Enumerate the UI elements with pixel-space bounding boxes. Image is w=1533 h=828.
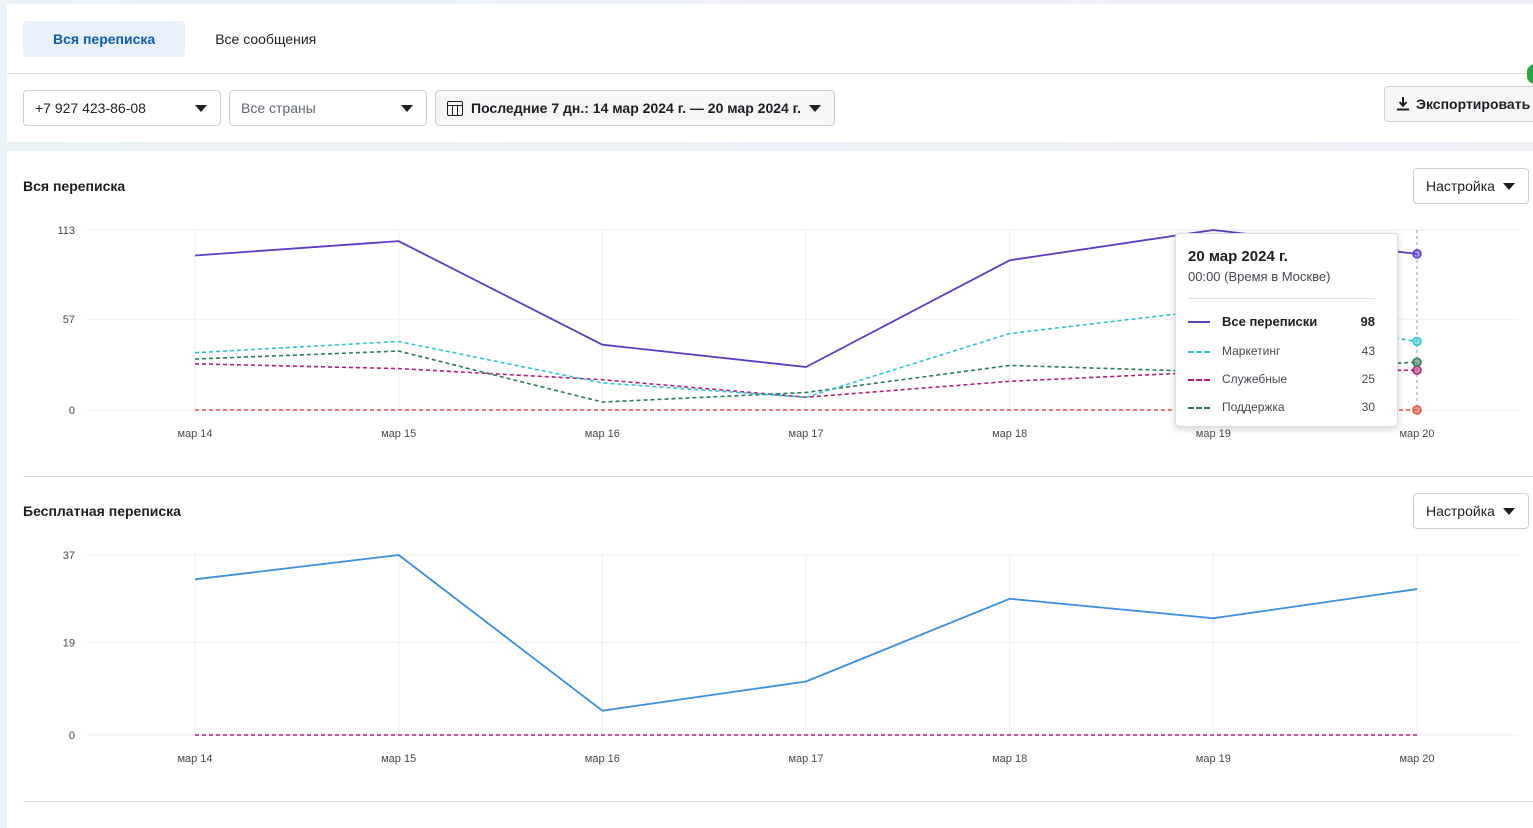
- download-icon: [1397, 97, 1409, 111]
- tooltip-label: Поддержка: [1222, 400, 1285, 414]
- x-tick-label: мар 19: [1196, 753, 1231, 765]
- export-label: Экспортировать: [1416, 96, 1531, 112]
- country-value: Все страны: [241, 100, 316, 116]
- x-tick-label: мар 16: [585, 753, 620, 765]
- hover-point: [1412, 249, 1422, 259]
- tab-all-conversations[interactable]: Вся переписка: [23, 21, 186, 57]
- chart-all-conversations: 0 57 113 мар 14 мар 15 мар 16 мар 17 мар 18 мар …: [57, 225, 1519, 440]
- tooltip-time: 00:00 (Время в Москве): [1188, 269, 1331, 284]
- x-tick-label: мар 20: [1399, 753, 1434, 765]
- tooltip-row-all: Все переписки 98: [1188, 313, 1375, 331]
- y-tick-label: 0: [69, 730, 75, 742]
- hover-point: [1412, 357, 1422, 367]
- y-tick-label: 37: [63, 550, 75, 562]
- x-tick-label: мар 18: [992, 753, 1027, 765]
- y-tick-label: 0: [69, 405, 75, 417]
- chevron-down-icon: [809, 105, 821, 112]
- x-tick-label: мар 18: [992, 428, 1027, 440]
- settings-button-free[interactable]: Настройка: [1413, 493, 1529, 529]
- x-tick-label: мар 16: [585, 428, 620, 440]
- series-line: [194, 363, 1418, 399]
- hover-point: [1412, 365, 1422, 375]
- y-tick-label: 57: [63, 314, 75, 326]
- tooltip-label: Все переписки: [1222, 314, 1318, 329]
- x-tick-label: мар 14: [177, 428, 212, 440]
- tooltip-divider: [1188, 298, 1375, 299]
- chevron-down-icon: [1503, 183, 1515, 190]
- status-indicator: [1527, 64, 1533, 84]
- phone-number-select[interactable]: +7 927 423-86-08: [23, 90, 221, 126]
- legend-swatch: [1188, 351, 1210, 353]
- series-line: [194, 350, 1418, 403]
- tooltip-value: 98: [1360, 314, 1375, 329]
- chevron-down-icon: [1503, 508, 1515, 515]
- date-range-select[interactable]: Последние 7 дн.: 14 мар 2024 г. — 20 мар…: [435, 90, 835, 126]
- export-button[interactable]: Экспортировать: [1384, 86, 1533, 122]
- chart-title-free: Бесплатная переписка: [23, 503, 181, 519]
- legend-swatch: [1188, 321, 1210, 323]
- tab-all-messages[interactable]: Все сообщения: [215, 31, 317, 47]
- legend-swatch: [1188, 407, 1210, 409]
- calendar-icon: [447, 101, 463, 116]
- y-tick-label: 19: [63, 638, 75, 650]
- tabs-divider: [7, 73, 1533, 74]
- tooltip-label: Служебные: [1222, 372, 1288, 386]
- tooltip-row-marketing: Маркетинг 43: [1188, 343, 1375, 361]
- filters-card: Вся переписка Все сообщения +7 927 423-8…: [7, 4, 1533, 142]
- tooltip-row-service: Служебные 25: [1188, 371, 1375, 389]
- tooltip-label: Маркетинг: [1222, 344, 1281, 358]
- x-tick-label: мар 15: [381, 753, 416, 765]
- section-divider: [23, 476, 1533, 477]
- x-tick-label: мар 17: [788, 753, 823, 765]
- series-line: [194, 229, 1418, 368]
- date-range-value: Последние 7 дн.: 14 мар 2024 г. — 20 мар…: [471, 100, 802, 116]
- settings-button-all[interactable]: Настройка: [1413, 168, 1529, 204]
- tooltip-row-support: Поддержка 30: [1188, 399, 1375, 417]
- section-divider: [23, 801, 1533, 802]
- x-tick-label: мар 15: [381, 428, 416, 440]
- x-tick-label: мар 19: [1196, 428, 1231, 440]
- tab-bar: Вся переписка Все сообщения: [23, 21, 346, 57]
- legend-swatch: [1188, 379, 1210, 381]
- tooltip-value: 30: [1361, 400, 1375, 414]
- y-tick-label: 113: [57, 225, 75, 237]
- tooltip-value: 43: [1361, 344, 1375, 358]
- phone-number-value: +7 927 423-86-08: [35, 100, 146, 116]
- series-line: [194, 554, 1418, 712]
- hover-point: [1412, 336, 1422, 347]
- chart-free-conversations: 0 19 37 мар 14 мар 15 мар 16 мар 17 мар 18 мар 1…: [63, 550, 1519, 765]
- chevron-down-icon: [401, 105, 413, 112]
- chart-title-all: Вся переписка: [23, 178, 126, 194]
- tooltip-value: 25: [1361, 372, 1375, 386]
- series-line: [194, 308, 1418, 399]
- tooltip-date: 20 мар 2024 г.: [1188, 248, 1288, 265]
- x-tick-label: мар 20: [1399, 428, 1434, 440]
- chart-tooltip: 20 мар 2024 г. 00:00 (Время в Москве) Вс…: [1175, 233, 1398, 427]
- country-select[interactable]: Все страны: [229, 90, 427, 126]
- hover-point: [1412, 405, 1422, 415]
- x-tick-label: мар 14: [177, 753, 212, 765]
- settings-label: Настройка: [1426, 178, 1495, 194]
- settings-label: Настройка: [1426, 503, 1495, 519]
- chevron-down-icon: [195, 105, 207, 112]
- x-tick-label: мар 17: [788, 428, 823, 440]
